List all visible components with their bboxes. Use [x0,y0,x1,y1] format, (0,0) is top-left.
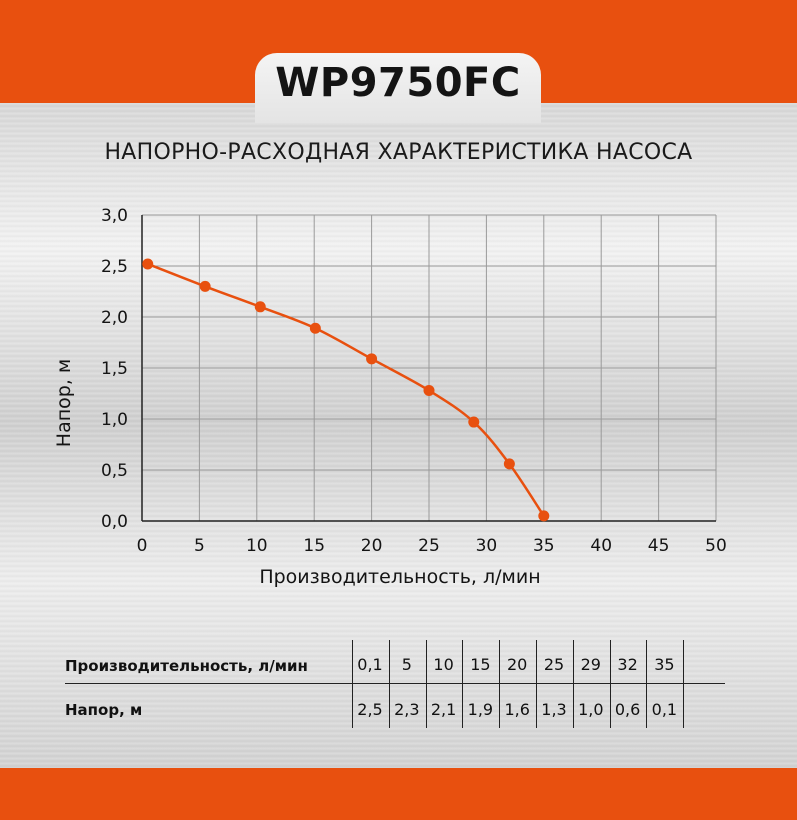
x-tick-label: 40 [590,536,612,556]
y-axis-label: Напор, м [53,359,75,447]
data-point [366,353,378,365]
x-tick-label: 50 [705,536,727,556]
x-tick-label: 45 [648,536,670,556]
x-tick-label: 25 [418,536,440,556]
y-tick-label: 1,5 [101,359,128,379]
data-point [503,458,515,470]
x-tick-labels: 0 5 10 15 20 25 30 35 40 45 50 [137,536,727,556]
data-point [423,384,435,396]
chart-grid [142,214,717,521]
x-axis-label: Производительность, л/мин [259,566,540,588]
data-point [538,510,550,522]
y-tick-labels: 0,0 0,5 1,0 1,5 2,0 2,5 3,0 [101,206,128,532]
model-tab [255,53,541,123]
data-point [254,301,266,313]
chart-subtitle: НАПОРНО-РАСХОДНАЯ ХАРАКТЕРИСТИКА НАСОСА [104,140,693,165]
y-tick-label: 0,5 [101,461,128,481]
x-tick-label: 0 [137,536,148,556]
x-tick-label: 35 [533,536,555,556]
series-curve [147,262,545,517]
x-tick-label: 20 [361,536,383,556]
series-points [142,258,550,522]
y-tick-label: 2,5 [101,257,128,277]
data-point [468,416,480,428]
y-tick-label: 1,0 [101,410,128,430]
data-point [142,258,154,270]
chart-axes [141,215,716,522]
brushed-metal-panel [0,103,797,768]
y-tick-label: 3,0 [101,206,128,226]
x-tick-label: 10 [246,536,268,556]
model-title: WP9750FC [275,60,521,106]
x-tick-label: 30 [476,536,498,556]
data-point [199,280,211,292]
x-tick-label: 15 [303,536,325,556]
x-tick-label: 5 [194,536,205,556]
data-point [309,322,321,334]
y-tick-label: 2,0 [101,308,128,328]
y-tick-label: 0,0 [101,512,128,532]
